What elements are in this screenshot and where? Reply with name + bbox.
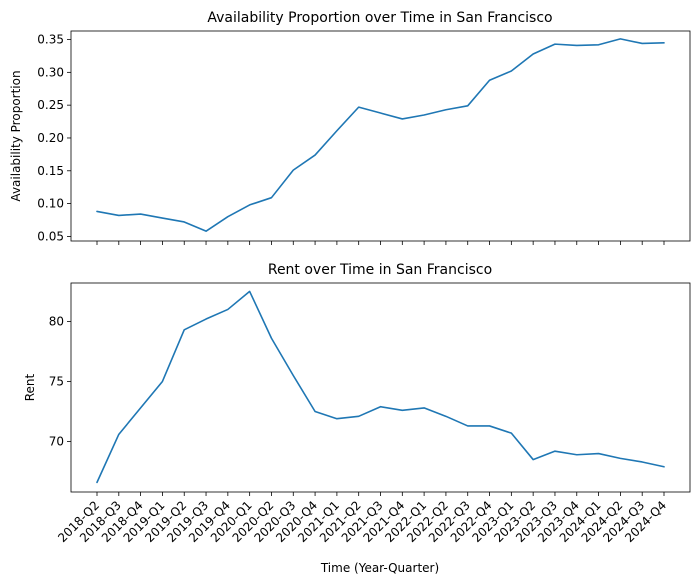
- y-tick-label: 0.05: [37, 229, 64, 243]
- rent-y-ticks: 70 75 80: [49, 314, 71, 449]
- availability-y-axis-label: Availability Proportion: [9, 70, 23, 201]
- y-tick-label: 0.15: [37, 164, 64, 178]
- rent-x-axis-label: Time (Year-Quarter): [320, 561, 439, 575]
- availability-x-ticks: [96, 241, 665, 245]
- y-tick-label: 0.35: [37, 33, 64, 47]
- y-tick-label: 0.30: [37, 65, 64, 79]
- rent-panel: Rent over Time in San Francisco Rent 707…: [23, 262, 691, 575]
- availability-chart-title: Availability Proportion over Time in San…: [207, 10, 552, 26]
- y-tick-label: 80: [49, 314, 64, 328]
- y-tick-label: 70: [49, 435, 64, 449]
- rent-chart-title: Rent over Time in San Francisco: [268, 262, 492, 278]
- rent-series-line: [96, 290, 665, 484]
- availability-plot-frame: [70, 30, 691, 242]
- y-tick-label: 0.25: [37, 98, 64, 112]
- y-tick-label: 0.20: [37, 131, 64, 145]
- availability-y-ticks: 0.05 0.10 0.15 0.20 0.25 0.30 0.35: [37, 33, 71, 243]
- y-tick-label: 75: [49, 374, 64, 388]
- availability-series-line: [96, 38, 665, 232]
- rent-plot-frame: [70, 282, 691, 493]
- y-tick-label: 0.10: [37, 197, 64, 211]
- rent-x-ticks: 2018-Q22018-Q32018-Q42019-Q12019-Q22019-…: [55, 492, 669, 545]
- rent-y-axis-label: Rent: [23, 373, 37, 401]
- availability-panel: Availability Proportion over Time in San…: [9, 10, 691, 245]
